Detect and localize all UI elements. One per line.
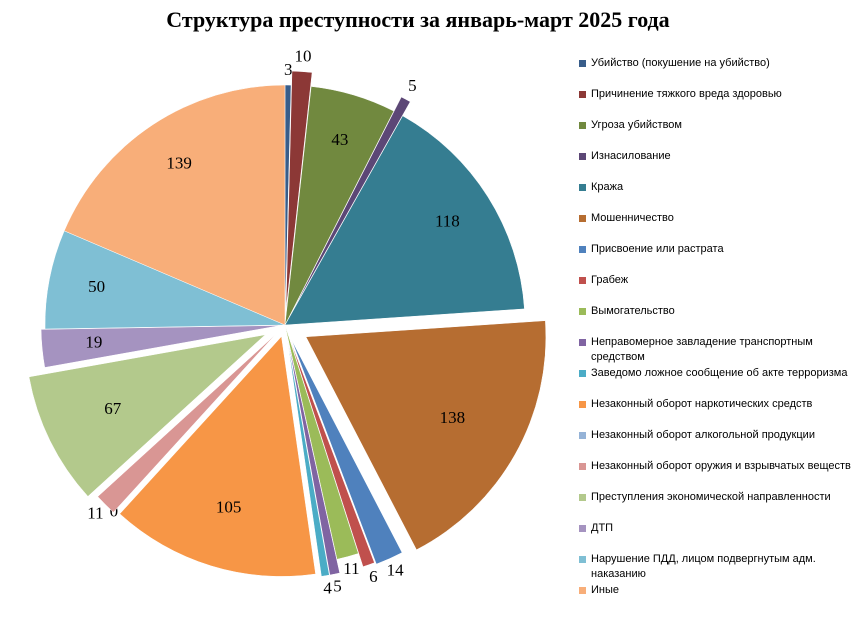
- pie-slice: [286, 338, 330, 577]
- legend-item: Нарушение ПДД, лицом подвергнутым адм. н…: [579, 552, 861, 582]
- legend-item: Причинение тяжкого вреда здоровью: [579, 87, 861, 102]
- pie-slice: [289, 338, 375, 568]
- legend-swatch: [579, 370, 586, 377]
- pie-slice: [291, 339, 403, 565]
- pie-slice: [284, 86, 395, 326]
- data-label: 11: [87, 503, 103, 522]
- legend-label: Угроза убийством: [591, 119, 682, 131]
- legend-label: Изнасилование: [591, 150, 671, 162]
- legend-label: Убийство (покушение на убийство): [591, 57, 770, 69]
- legend-item: Неправомерное завладение транспортным ср…: [579, 335, 861, 365]
- pie-slice: [284, 115, 525, 326]
- legend-item: Преступления экономической направленност…: [579, 490, 861, 505]
- data-label: 14: [387, 560, 405, 579]
- pie-slice: [285, 70, 313, 312]
- legend-swatch: [579, 432, 586, 439]
- legend-item: Незаконный оборот наркотических средств: [579, 397, 861, 412]
- legend-swatch: [579, 525, 586, 532]
- legend-swatch: [579, 587, 586, 594]
- pie-slice: [305, 320, 547, 551]
- legend-swatch: [579, 246, 586, 253]
- legend-swatch: [579, 215, 586, 222]
- legend-label: Незаконный оборот алкогольной продукции: [591, 429, 815, 441]
- data-label: 139: [166, 154, 192, 173]
- pie-slice: [63, 84, 286, 326]
- data-label: 43: [331, 130, 348, 149]
- data-label: 3: [284, 60, 293, 79]
- legend-item: Вымогательство: [579, 304, 861, 319]
- legend-swatch: [579, 556, 586, 563]
- legend-item: Угроза убийством: [579, 118, 861, 133]
- legend-swatch: [579, 401, 586, 408]
- legend-item: Грабеж: [579, 273, 861, 288]
- data-label: 118: [435, 211, 460, 230]
- legend-item: Незаконный оборот алкогольной продукции: [579, 428, 861, 443]
- data-label: 5: [408, 76, 417, 95]
- legend-item: ДТП: [579, 521, 861, 536]
- legend-item: Незаконный оборот оружия и взрывчатых ве…: [579, 459, 861, 474]
- pie-slice: [119, 335, 316, 577]
- legend-swatch: [579, 184, 586, 191]
- pie-slice: [123, 324, 286, 503]
- legend-swatch: [579, 60, 586, 67]
- legend-swatch: [579, 308, 586, 315]
- legend-item: Иные: [579, 583, 861, 598]
- data-label: 19: [85, 332, 102, 351]
- legend-swatch: [579, 153, 586, 160]
- legend-label: Неправомерное завладение транспортным ср…: [591, 336, 813, 363]
- legend-label: Грабеж: [591, 274, 629, 286]
- data-label: 5: [333, 577, 342, 596]
- legend-label: Нарушение ПДД, лицом подвергнутым адм. н…: [591, 553, 816, 580]
- pie-slice: [292, 96, 411, 312]
- legend-swatch: [579, 339, 586, 346]
- legend-item: Заведомо ложное сообщение об акте террор…: [579, 366, 861, 381]
- legend-item: Присвоение или растрата: [579, 242, 861, 257]
- legend-label: Присвоение или растрата: [591, 243, 724, 255]
- pie-slice: [40, 325, 282, 368]
- legend-swatch: [579, 494, 586, 501]
- data-label: 11: [343, 559, 359, 578]
- data-label: 6: [369, 567, 378, 586]
- data-label: 105: [216, 497, 242, 516]
- legend-label: Причинение тяжкого вреда здоровью: [591, 88, 782, 100]
- pie-slice: [97, 334, 276, 513]
- data-label: 10: [294, 47, 311, 66]
- data-label: 4: [323, 579, 332, 598]
- legend-label: Мошенничество: [591, 212, 674, 224]
- legend-label: Иные: [591, 584, 620, 596]
- data-label: 138: [440, 408, 466, 427]
- data-label: 50: [88, 277, 105, 296]
- pie-slice: [284, 324, 359, 560]
- pie-slice: [287, 338, 341, 576]
- chart-title: Структура преступности за январь-март 20…: [166, 7, 669, 32]
- legend-label: Заведомо ложное сообщение об акте террор…: [591, 367, 848, 379]
- legend-label: Преступления экономической направленност…: [591, 491, 831, 503]
- legend-swatch: [579, 122, 586, 129]
- legend-swatch: [579, 463, 586, 470]
- legend-label: Незаконный оборот наркотических средств: [591, 398, 813, 410]
- legend-label: Кража: [591, 181, 624, 193]
- legend-item: Мошенничество: [579, 211, 861, 226]
- legend-swatch: [579, 91, 586, 98]
- data-label: 67: [104, 399, 122, 418]
- legend-item: Убийство (покушение на убийство): [579, 56, 861, 71]
- legend-label: ДТП: [591, 522, 614, 534]
- legend-label: Вымогательство: [591, 305, 675, 317]
- legend-item: Изнасилование: [579, 149, 861, 164]
- legend-label: Незаконный оборот оружия и взрывчатых ве…: [591, 460, 851, 472]
- legend-swatch: [579, 277, 586, 284]
- legend-item: Кража: [579, 180, 861, 195]
- pie-slice: [28, 334, 267, 497]
